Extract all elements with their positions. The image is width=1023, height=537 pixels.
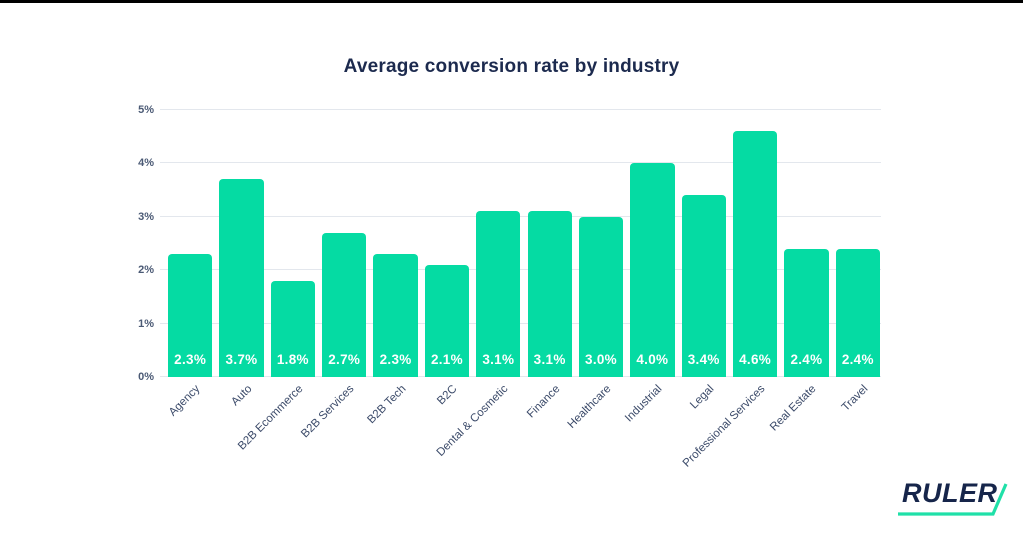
top-border-strip [0,0,1023,3]
x-tick-label-auto: Auto [228,383,255,409]
gridline-1% [160,322,881,324]
logo-underline-polyline [898,483,1008,516]
x-tick-label-industrial: Industrial [623,383,665,425]
bar-value-label: 2.4% [841,352,874,367]
bar-travel: 2.4% [835,248,880,377]
gridline-0% [160,376,881,377]
bar-b2b-services: 2.7% [322,232,367,377]
bar-industrial: 4.0% [630,163,675,377]
ruler-logo: RULER [894,476,1010,520]
y-tick-label-5%: 5% [138,104,154,116]
bar-value-label: 2.3% [174,352,207,367]
gridline-2% [160,269,881,271]
bar-b2c: 2.1% [424,264,470,377]
y-tick-label-0%: 0% [138,371,154,383]
plot-area: 2.3% 3.7% 1.8% 2.7% 2.3% 2.1% 3.1% 3.1% 3.0% 4.0%… [160,109,881,377]
bar-value-label: 2.7% [328,352,361,367]
y-tick-label-1%: 1% [138,317,154,330]
bar-healthcare: 3.0% [578,216,624,377]
bar-real-estate: 2.4% [784,248,829,377]
bar-professional-services: 4.6% [732,131,778,377]
x-tick-label-real-estate: Real Estate [768,383,819,434]
bar-value-label: 2.4% [790,352,823,367]
bar-value-label: 2.1% [430,352,463,367]
bar-value-label: 1.8% [276,352,309,367]
x-tick-label-b2c: B2C [435,383,460,408]
logo-underline-slash-icon [898,483,1008,516]
bar-value-label: 3.1% [533,352,566,367]
bar-value-label: 3.7% [225,352,258,367]
x-tick-label-finance: Finance [524,383,563,421]
y-tick-label-2%: 2% [138,264,154,277]
logo-text: RULER [902,478,998,508]
bar-dental-cosmetic: 3.1% [476,211,521,377]
bar-value-label: 4.0% [636,352,669,367]
y-tick-label-3%: 3% [138,210,154,223]
y-tick-label-4%: 4% [138,157,154,170]
bar-b2b-tech: 2.3% [373,254,418,377]
x-tick-label-travel: Travel [839,383,871,414]
y-axis: 0% 1% 2% 3% 4% 5% [112,104,154,383]
gridline-5% [160,109,881,110]
gridline-3% [160,215,881,217]
bar-value-label: 4.6% [739,352,772,367]
bar-finance: 3.1% [527,211,572,377]
gridline-4% [160,162,881,164]
bar-agency: 2.3% [168,254,213,377]
bar-b2b-ecommerce: 1.8% [270,280,316,377]
bar-legal: 3.4% [681,195,726,377]
bar-value-label: 3.0% [585,352,617,367]
x-tick-label-agency: Agency [167,383,203,419]
x-tick-label-healthcare: Healthcare [565,383,614,431]
bar-auto: 3.7% [219,179,264,377]
x-tick-label-legal: Legal [687,383,717,412]
bar-value-label: 2.3% [379,352,412,367]
chart-title: Average conversion rate by industry [343,56,680,77]
x-tick-label-b2b-tech: B2B Tech [364,383,409,427]
bar-value-label: 3.1% [482,352,515,367]
x-axis: Agency Auto B2B Ecommerce B2B Services B2B T… [160,383,881,493]
bar-value-label: 3.4% [687,352,720,367]
x-tick-label-b2b-services: B2B Services [299,383,357,441]
